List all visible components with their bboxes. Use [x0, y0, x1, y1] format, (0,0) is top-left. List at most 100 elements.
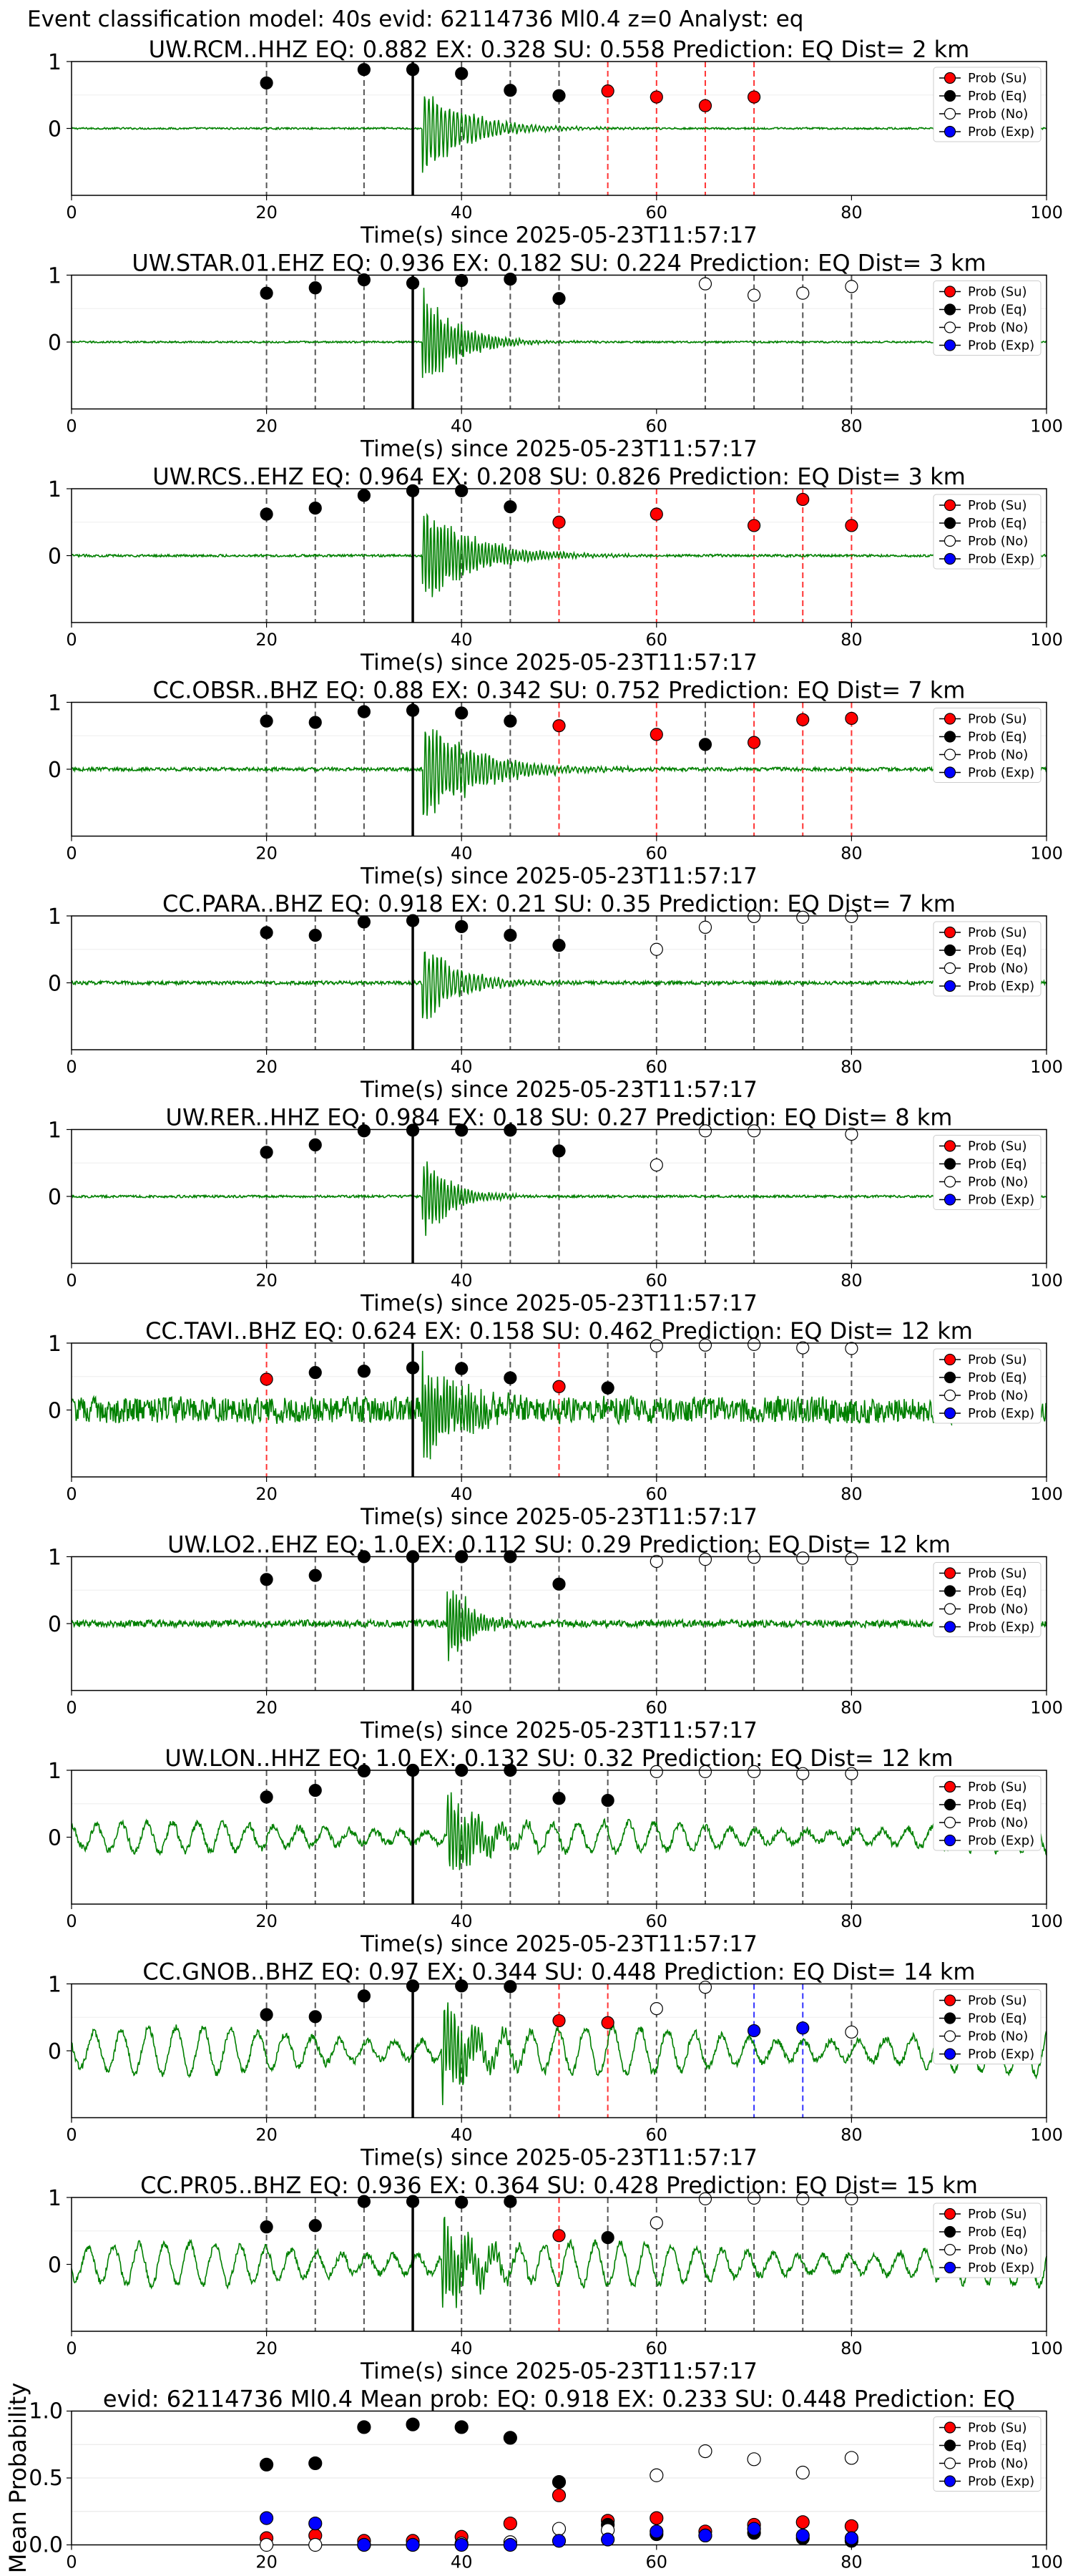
legend-marker — [944, 2475, 956, 2487]
prob-eq-point — [455, 67, 469, 80]
panel-title: UW.RCM..HHZ EQ: 0.882 EX: 0.328 SU: 0.55… — [149, 36, 970, 63]
legend-label: Prob (Su) — [968, 285, 1027, 300]
x-tick-label: 100 — [1030, 2125, 1063, 2145]
legend-label: Prob (Su) — [968, 71, 1027, 86]
mean-probability-panel: evid: 62114736 Ml0.4 Mean prob: EQ: 0.91… — [4, 2383, 1063, 2574]
prob-eq-point — [357, 273, 371, 287]
x-tick-label: 100 — [1030, 1271, 1063, 1291]
legend-label: Prob (Exp) — [968, 2260, 1034, 2275]
legend-box — [933, 280, 1042, 356]
prob-su-point — [601, 2016, 614, 2029]
prob-no-point — [650, 2001, 663, 2016]
prob-exp-point — [601, 2532, 615, 2547]
prob-eq-point — [601, 2231, 614, 2245]
prob-eq-point — [357, 1989, 371, 2003]
x-axis-label: Time(s) since 2025-05-23T11:57:17 — [360, 223, 758, 248]
waveform-trace — [71, 1590, 1047, 1662]
prob-no-point — [698, 1553, 712, 1566]
prob-no-point — [698, 2444, 712, 2459]
prob-no-point — [552, 2522, 567, 2536]
prob-eq-point — [455, 1123, 469, 1137]
prob-eq-point — [455, 1362, 469, 1375]
prob-eq-point — [260, 1790, 273, 1804]
waveform-trace — [71, 1350, 1047, 1460]
legend-marker — [944, 2207, 956, 2220]
prob-no-point — [650, 2216, 663, 2230]
legend-label: Prob (Su) — [968, 1139, 1027, 1154]
prob-su-point — [845, 711, 858, 726]
prob-eq-point — [504, 1123, 517, 1137]
x-tick-label: 20 — [255, 416, 278, 436]
legend-marker — [944, 766, 956, 779]
legend-marker — [944, 1407, 956, 1420]
y-tick-label: 1 — [48, 1118, 62, 1143]
prob-eq-point — [552, 89, 566, 102]
prob-eq-point — [406, 914, 420, 927]
x-tick-label: 60 — [646, 416, 668, 436]
y-tick-label: 0 — [48, 331, 62, 356]
prob-eq-point — [504, 1371, 517, 1385]
legend-marker — [944, 962, 956, 975]
prob-eq-point — [504, 2195, 517, 2208]
prob-eq-point — [455, 706, 469, 720]
legend-box — [933, 67, 1042, 142]
legend-marker — [944, 2030, 956, 2042]
x-tick-label: 80 — [841, 630, 863, 650]
prob-eq-point — [601, 1793, 614, 1807]
legend-marker — [944, 72, 956, 84]
waveform-trace — [71, 729, 1047, 816]
prob-no-point — [650, 2468, 664, 2482]
legend-marker — [944, 1585, 956, 1597]
prob-eq-point — [504, 929, 517, 942]
x-tick-label: 80 — [841, 1698, 863, 1718]
legend-label: Prob (Su) — [968, 1994, 1027, 2009]
panel-title: UW.RCS..EHZ EQ: 0.964 EX: 0.208 SU: 0.82… — [152, 463, 966, 490]
prob-exp-point — [406, 2537, 420, 2552]
prob-eq-point — [504, 500, 517, 514]
x-tick-label: 60 — [646, 1484, 668, 1504]
prob-eq-point — [357, 489, 371, 502]
x-tick-label: 60 — [646, 1698, 668, 1718]
legend-label: Prob (Exp) — [968, 2047, 1034, 2062]
y-tick-label: 1 — [48, 477, 62, 502]
legend-marker — [944, 2421, 956, 2434]
x-axis-label: Time(s) since 2025-05-23T11:57:17 — [360, 1077, 758, 1103]
prob-no-point — [698, 1765, 712, 1778]
legend-marker — [944, 731, 956, 743]
waveform-trace — [71, 96, 1047, 173]
y-tick-label: 1 — [48, 904, 62, 930]
legend-label: Prob (Su) — [968, 498, 1027, 513]
x-tick-label: 60 — [646, 2552, 668, 2572]
x-axis-label: Time(s) since 2025-05-23T11:57:17 — [360, 1291, 758, 1317]
legend-marker — [944, 286, 956, 298]
prob-eq-point — [308, 1366, 322, 1380]
prob-eq-point — [406, 1123, 420, 1137]
y-tick-label: 0 — [48, 1612, 62, 1637]
x-tick-label: 60 — [646, 2338, 668, 2358]
prob-no-point — [844, 2451, 859, 2465]
legend-marker — [944, 2048, 956, 2060]
x-tick-label: 60 — [646, 2125, 668, 2145]
prob-eq-point — [357, 2420, 371, 2434]
prob-su-point — [503, 2516, 517, 2531]
prob-eq-point — [260, 76, 273, 90]
prob-eq-point — [601, 1381, 614, 1395]
prob-eq-point — [552, 1792, 566, 1805]
legend-marker — [944, 2243, 956, 2256]
y-axis-label: Mean Probability — [4, 2383, 31, 2574]
y-tick-label: 1 — [48, 1546, 62, 1571]
prob-no-point — [845, 1127, 858, 1141]
legend-marker — [944, 125, 956, 138]
prob-eq-point — [308, 1568, 322, 1582]
waveform-trace — [71, 512, 1047, 597]
x-tick-label: 40 — [451, 203, 473, 223]
prob-eq-point — [455, 1979, 469, 1993]
prob-eq-point — [698, 738, 712, 751]
x-tick-label: 80 — [841, 1057, 863, 1077]
legend-label: Prob (Eq) — [968, 1797, 1027, 1813]
x-tick-label: 40 — [451, 2125, 473, 2145]
x-tick-label: 100 — [1030, 1484, 1063, 1504]
prob-eq-point — [260, 926, 273, 940]
prob-no-point — [747, 288, 761, 302]
prob-su-point — [552, 515, 566, 529]
